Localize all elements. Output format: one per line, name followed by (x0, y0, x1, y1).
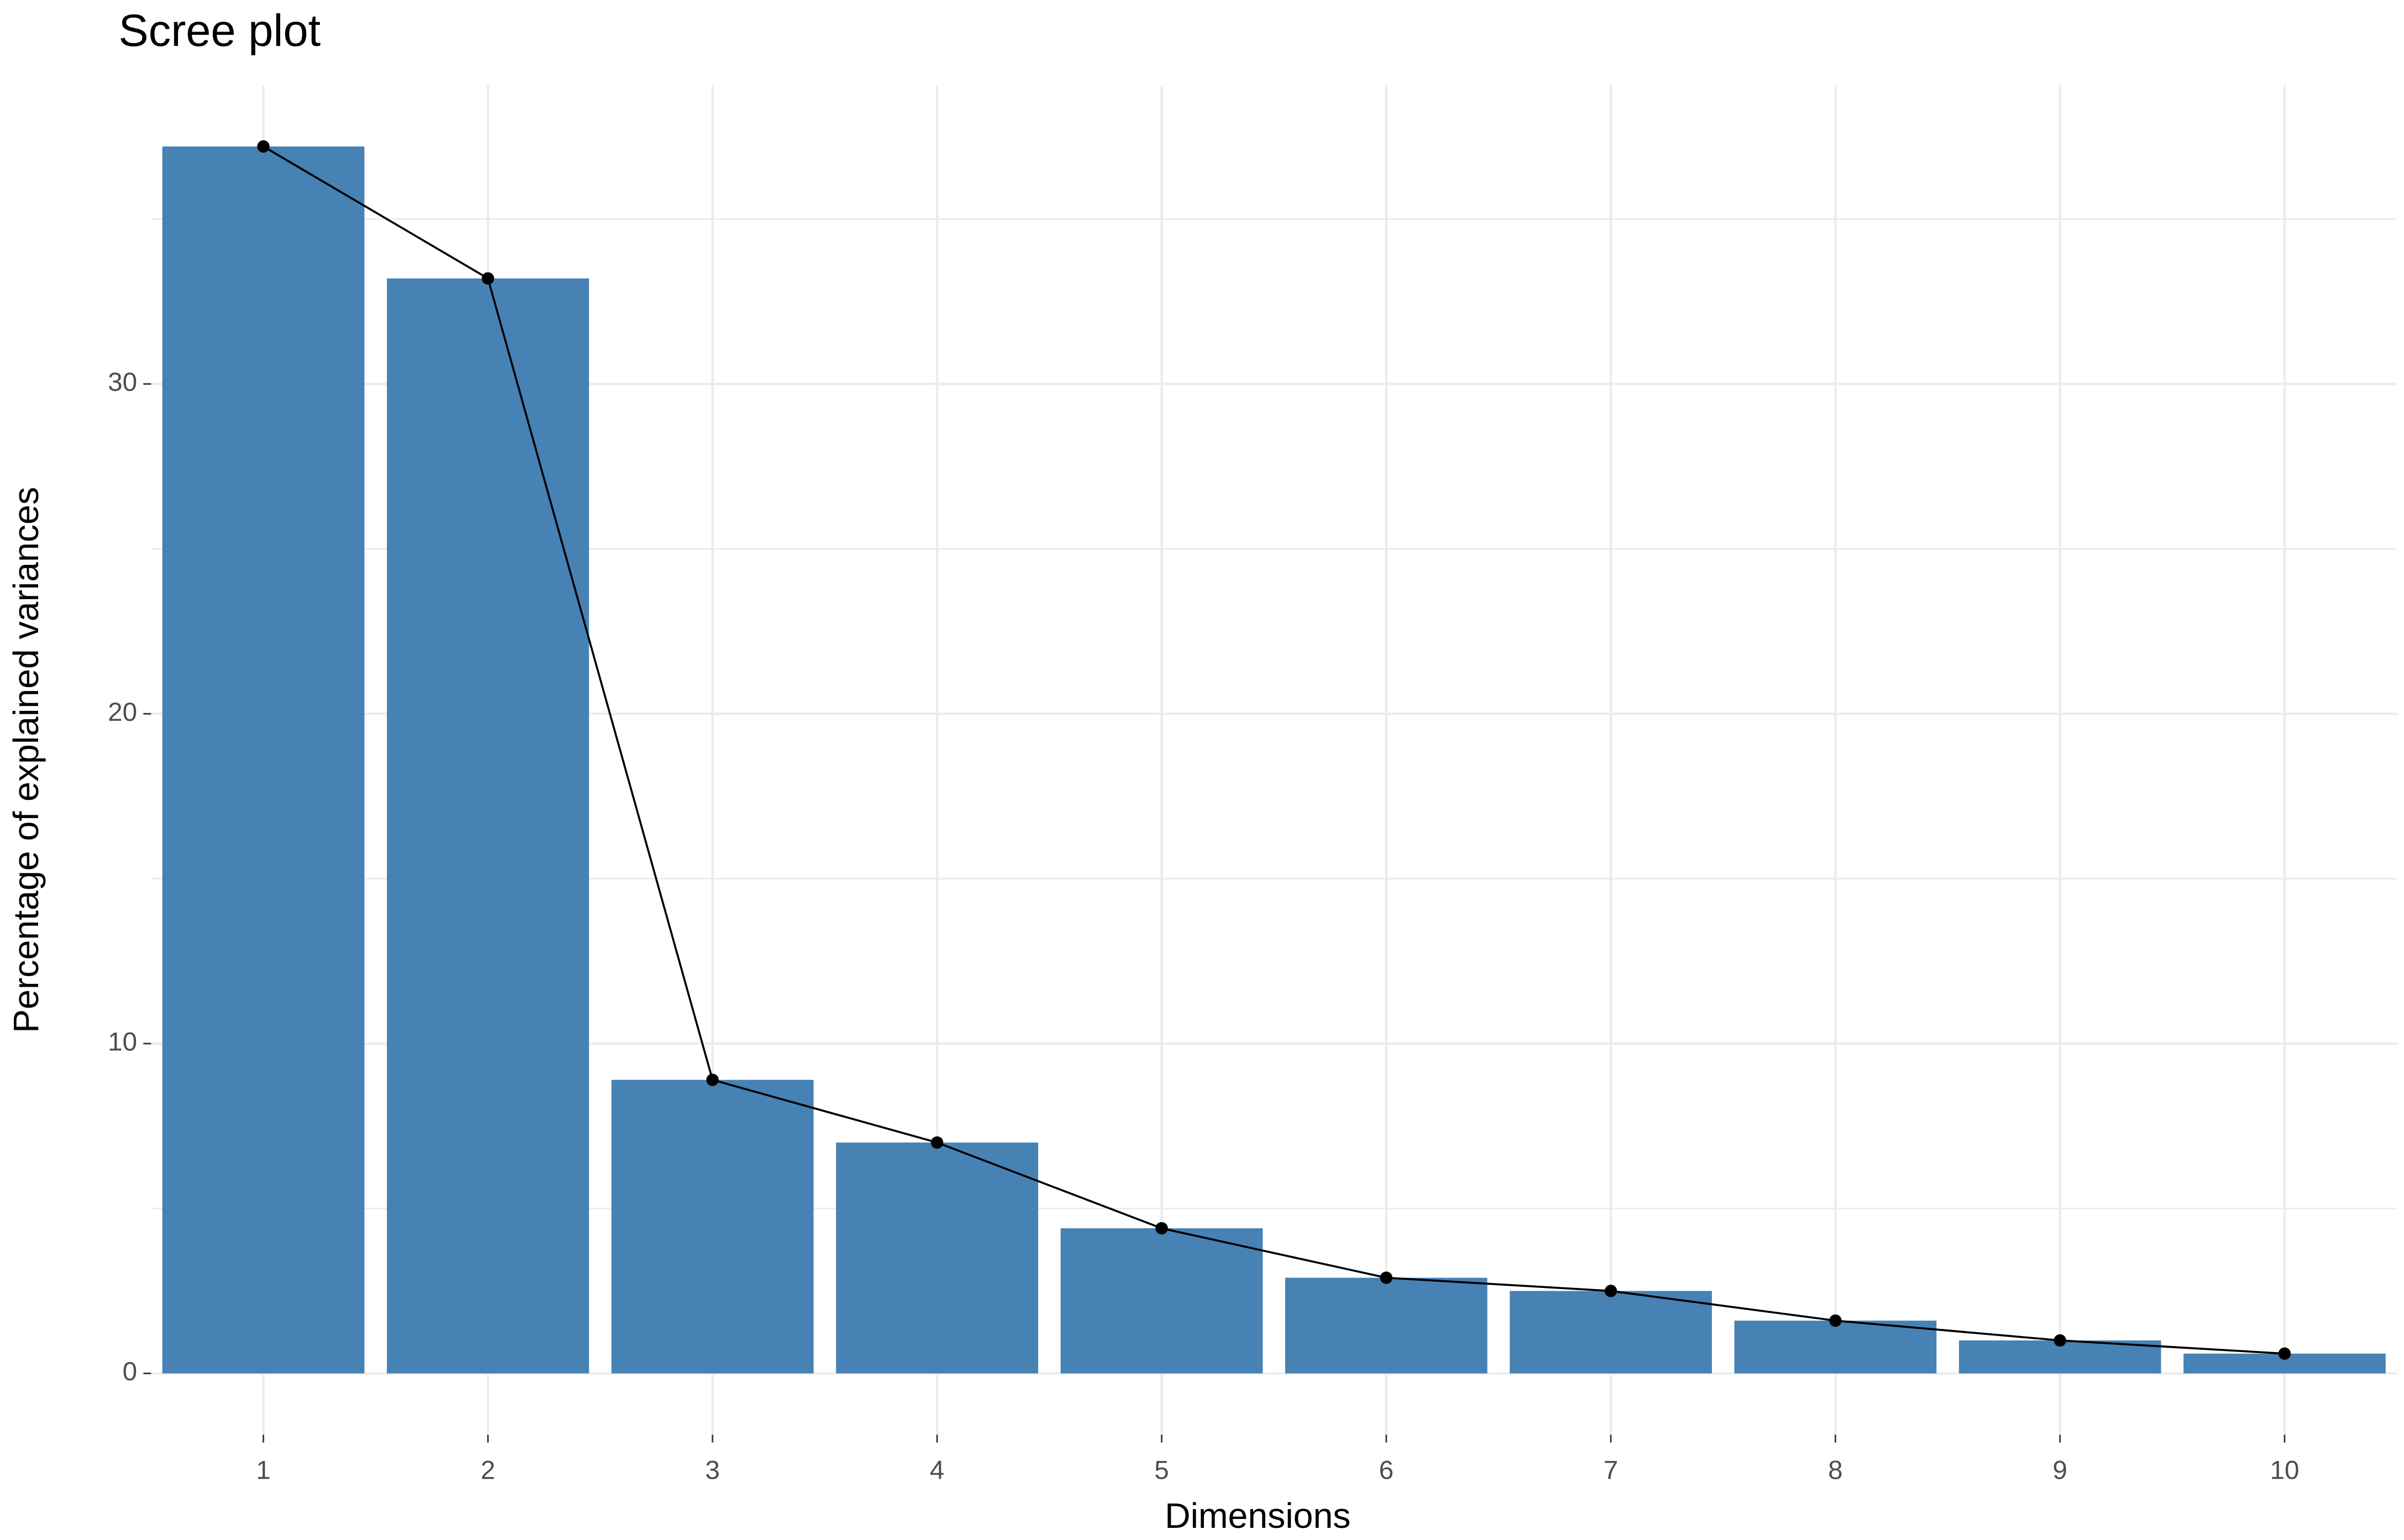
bar (1060, 1228, 1263, 1374)
y-axis-title: Percentage of explained variances (6, 487, 46, 1033)
x-tick-label: 5 (1154, 1455, 1169, 1485)
point (706, 1073, 719, 1086)
point (1829, 1314, 1842, 1327)
point (931, 1136, 944, 1149)
bar (1734, 1321, 1937, 1374)
y-tick-label: 20 (108, 698, 137, 727)
bar (611, 1080, 814, 1374)
x-tick-label: 3 (705, 1455, 720, 1485)
point (1380, 1271, 1393, 1284)
trend-line (263, 145, 2285, 1355)
point (2278, 1347, 2291, 1360)
bar (1285, 1277, 1488, 1374)
y-tick-label: 0 (123, 1357, 137, 1386)
x-tick-label: 9 (2052, 1455, 2067, 1485)
chart-title: Scree plot (119, 6, 321, 56)
x-tick-label: 6 (1379, 1455, 1394, 1485)
x-axis-title: Dimensions (1165, 1496, 1350, 1536)
x-tick-label: 2 (480, 1455, 495, 1485)
bar (386, 278, 589, 1374)
x-tick-label: 4 (930, 1455, 944, 1485)
point (1155, 1222, 1168, 1235)
point (2054, 1334, 2066, 1347)
point (481, 272, 494, 285)
bar (836, 1142, 1039, 1374)
x-tick-label: 1 (256, 1455, 270, 1485)
x-tick-label: 8 (1828, 1455, 1842, 1485)
bar (1510, 1291, 1712, 1374)
y-tick-label: 30 (108, 368, 137, 397)
y-tick-label: 10 (108, 1028, 137, 1057)
x-tick-label: 10 (2270, 1455, 2299, 1485)
point (257, 140, 270, 153)
bar (162, 146, 365, 1374)
x-tick-label: 7 (1604, 1455, 1618, 1485)
point (1604, 1285, 1617, 1297)
